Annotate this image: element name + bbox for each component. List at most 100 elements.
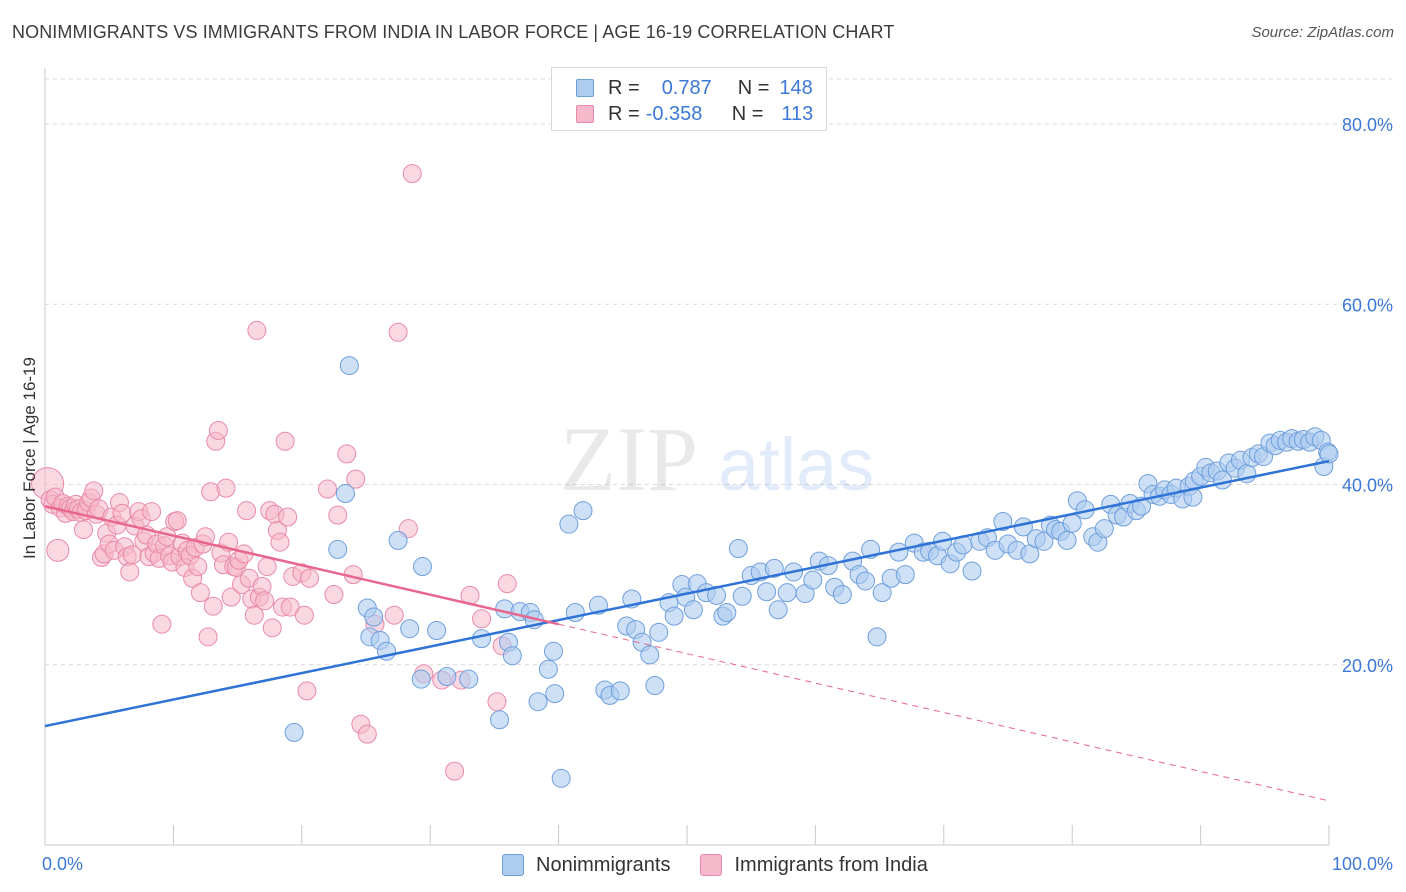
nonimmigrants-point	[645, 675, 665, 695]
immigrants-point	[300, 568, 320, 588]
nonimmigrants-point	[640, 645, 660, 665]
nonimmigrants-point	[664, 606, 684, 626]
nonimmigrants-point	[545, 684, 565, 704]
immigrants-point	[46, 538, 70, 562]
immigrants-point	[328, 505, 348, 525]
nonimmigrants-point	[895, 565, 915, 585]
legend-swatch-blue	[576, 79, 594, 97]
nonimmigrants-point	[768, 600, 788, 620]
legend-r-label: R =	[608, 76, 640, 99]
bottom-legend-label: Immigrants from India	[734, 853, 928, 876]
nonimmigrants-point	[559, 514, 579, 534]
immigrants-point	[142, 502, 162, 522]
nonimmigrants-point	[472, 629, 492, 649]
nonimmigrants-point	[683, 600, 703, 620]
nonimmigrants-point	[328, 539, 348, 559]
nonimmigrants-point	[732, 586, 752, 606]
legend-n-value: 113	[781, 102, 814, 125]
nonimmigrants-point	[459, 669, 479, 689]
bottom-legend: Nonimmigrants Immigrants from India	[502, 852, 958, 878]
immigrants-point	[317, 479, 337, 499]
immigrants-point	[384, 605, 404, 625]
nonimmigrants-point	[495, 599, 515, 619]
immigrants-point	[221, 587, 241, 607]
nonimmigrants-point	[1062, 513, 1082, 533]
immigrants-point	[190, 583, 210, 603]
chart-title: NONIMMIGRANTS VS IMMIGRANTS FROM INDIA I…	[12, 22, 895, 42]
immigrants-point	[278, 507, 298, 527]
nonimmigrants-point	[855, 571, 875, 591]
source-label: Source: ZipAtlas.com	[1251, 24, 1394, 41]
nonimmigrants-point	[551, 768, 571, 788]
immigrants-point	[337, 444, 357, 464]
nonimmigrants-point	[528, 692, 548, 712]
watermark: ZIP atlas	[560, 408, 874, 510]
nonimmigrants-point	[427, 621, 447, 641]
immigrants-point	[275, 431, 295, 451]
immigrants-point	[487, 692, 507, 712]
immigrants-point	[203, 596, 223, 616]
immigrants-point	[74, 520, 94, 540]
nonimmigrants-point	[764, 558, 784, 578]
immigrants-point	[216, 478, 236, 498]
bottom-legend-immigrants: Immigrants from India	[700, 853, 928, 877]
nonimmigrants-point	[437, 666, 457, 686]
nonimmigrants-point	[867, 627, 887, 647]
legend-r-label: R =	[608, 102, 640, 125]
nonimmigrants-point	[1057, 530, 1077, 550]
nonimmigrants-point	[717, 602, 737, 622]
y-tick-label: 20.0%	[1342, 656, 1393, 676]
y-tick-label: 80.0%	[1342, 115, 1393, 135]
immigrants-point	[84, 481, 104, 501]
nonimmigrants-point	[993, 511, 1013, 531]
immigrants-trend-extension	[558, 623, 1330, 802]
nonimmigrants-point	[803, 570, 823, 590]
trend-lines	[44, 459, 1330, 802]
legend-n-label: N =	[731, 102, 764, 125]
immigrants-point	[388, 322, 408, 342]
bottom-legend-swatch-pink	[700, 854, 723, 876]
nonimmigrants-point	[502, 646, 522, 666]
immigrants-point	[445, 761, 465, 781]
nonimmigrants-point	[335, 484, 355, 504]
axes	[44, 68, 1330, 846]
nonimmigrants-point	[610, 681, 630, 701]
x-tick-label: 100.0%	[1332, 854, 1393, 874]
immigrants-point	[255, 591, 275, 611]
nonimmigrants-point	[538, 659, 558, 679]
nonimmigrants-trend-line	[44, 459, 1330, 728]
immigrants-point	[120, 562, 140, 582]
nonimmigrants-point	[412, 557, 432, 577]
bottom-legend-swatch-blue	[502, 854, 524, 876]
x-tick-label: 0.0%	[42, 854, 83, 874]
immigrants-point	[208, 420, 228, 440]
immigrants-trend-line	[44, 504, 559, 626]
nonimmigrants-point	[832, 584, 852, 604]
immigrants-point	[270, 532, 290, 552]
legend: R = 0.787 N = 148 R = -0.358 N = 113	[551, 67, 827, 131]
immigrants-point	[280, 597, 300, 617]
nonimmigrants-point	[962, 561, 982, 581]
immigrants-point	[152, 614, 172, 634]
legend-n-label: N =	[737, 76, 770, 99]
immigrants-points	[31, 164, 517, 781]
nonimmigrants-point	[728, 539, 748, 559]
immigrants-point	[472, 609, 492, 629]
y-tick-label: 40.0%	[1342, 476, 1393, 496]
immigrants-point	[346, 469, 366, 489]
immigrants-point	[294, 605, 314, 625]
tick-labels: 20.0% 40.0% 60.0% 80.0% 0.0% 100.0%	[42, 115, 1393, 874]
nonimmigrants-points	[284, 356, 1339, 788]
nonimmigrants-point	[872, 583, 892, 603]
nonimmigrants-point	[490, 710, 510, 730]
nonimmigrants-point	[284, 722, 304, 742]
nonimmigrants-point	[339, 356, 359, 376]
nonimmigrants-point	[364, 607, 384, 627]
legend-swatch-pink	[576, 105, 594, 123]
immigrants-point	[237, 501, 257, 521]
immigrants-point	[188, 557, 208, 577]
legend-n-value: 148	[779, 76, 813, 99]
immigrants-point	[262, 618, 282, 638]
nonimmigrants-point	[649, 622, 669, 642]
